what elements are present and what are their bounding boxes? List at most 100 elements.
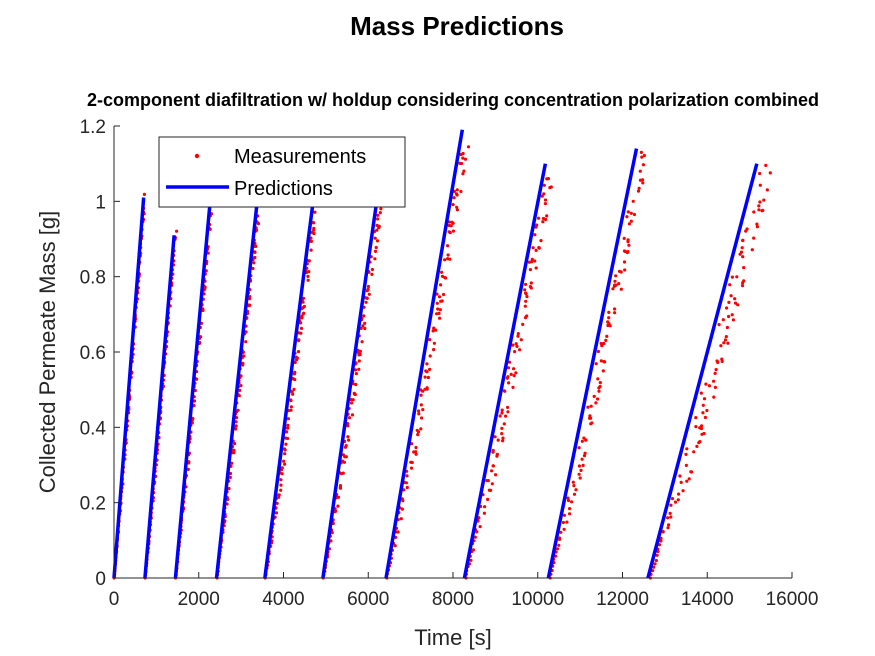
measurement-point (594, 362, 598, 366)
measurement-point (186, 467, 190, 471)
measurement-point (619, 287, 623, 291)
measurement-point (641, 163, 646, 167)
measurement-point (617, 269, 622, 273)
measurement-point (524, 299, 528, 303)
measurement-point (425, 370, 429, 374)
measurement-point (656, 549, 660, 554)
measurement-point (758, 183, 762, 187)
measurement-point (232, 448, 236, 452)
measurement-point (717, 323, 721, 327)
measurement-point (434, 328, 438, 332)
measurement-point (758, 200, 762, 204)
measurement-point (721, 318, 725, 322)
measurement-point (632, 212, 637, 217)
measurement-point (357, 353, 361, 357)
legend[interactable]: Measurements Predictions (158, 136, 406, 208)
measurement-point (685, 447, 689, 451)
measurement-point (234, 420, 238, 424)
measurement-point (545, 214, 549, 218)
measurement-point (555, 547, 560, 551)
measurement-point (735, 275, 739, 279)
measurement-point (405, 474, 409, 478)
measurement-point (542, 183, 546, 187)
measurement-point (704, 382, 708, 386)
measurement-point (638, 178, 643, 182)
measurement-point (436, 307, 440, 311)
measurement-point (666, 516, 670, 520)
measurement-point (302, 311, 306, 315)
measurement-point (622, 249, 627, 253)
measurement-point (577, 464, 582, 468)
measurement-point (605, 334, 609, 338)
measurement-point (505, 376, 509, 380)
measurement-point (486, 479, 490, 483)
measurement-point (414, 445, 418, 450)
measurement-point (228, 471, 233, 476)
measurement-point (681, 489, 685, 493)
measurement-point (393, 544, 397, 548)
measurement-point (764, 163, 768, 167)
measurement-point (491, 450, 495, 454)
x-tick-label: 4000 (262, 589, 304, 610)
measurement-point (506, 410, 510, 414)
measurement-point (440, 274, 445, 278)
measurement-point (611, 287, 615, 291)
measurement-point (533, 259, 537, 263)
measurement-point (590, 421, 594, 425)
measurement-point (757, 208, 761, 212)
measurement-point (666, 526, 670, 530)
measurement-point (511, 367, 516, 371)
measurement-point (432, 341, 436, 345)
measurement-point (667, 523, 671, 527)
measurement-point (626, 238, 630, 242)
measurement-point (684, 463, 689, 467)
measurement-point (364, 300, 368, 304)
measurement-point (523, 304, 527, 308)
measurement-point (435, 301, 439, 305)
measurement-point (313, 210, 317, 214)
measurement-point (500, 408, 504, 412)
measurement-point (640, 155, 644, 159)
measurement-point (367, 292, 371, 296)
prediction-line (143, 235, 176, 579)
measurement-point (524, 282, 528, 286)
y-tick-label: 0.2 (80, 494, 106, 515)
measurement-point (478, 525, 482, 529)
measurement-point (596, 349, 601, 354)
measurement-point (504, 414, 508, 418)
measurement-point (410, 460, 414, 465)
measurement-point (192, 403, 196, 408)
measurement-point (511, 385, 515, 389)
x-tick-label: 14000 (681, 589, 734, 610)
measurement-point (557, 536, 562, 540)
measurement-point (307, 270, 311, 274)
measurement-point (289, 405, 293, 409)
measurement-point (405, 485, 409, 490)
measurement-point (438, 308, 442, 312)
measurement-point (652, 565, 656, 569)
measurement-point (539, 239, 543, 243)
measurement-point (548, 186, 552, 190)
measurement-point (242, 354, 246, 358)
measurement-point (579, 468, 583, 472)
measurement-point (452, 196, 456, 200)
measurement-point (431, 329, 435, 333)
measurement-point (370, 272, 374, 276)
measurement-point (752, 236, 756, 240)
measurement-point (295, 356, 299, 360)
measurement-point (417, 412, 421, 416)
measurement-point (451, 229, 455, 233)
measurement-point (375, 228, 379, 232)
measurement-point (286, 423, 290, 427)
measurement-point (603, 360, 607, 364)
measurement-point (740, 284, 745, 288)
measurement-point (493, 435, 497, 439)
measurement-point (582, 454, 587, 458)
measurement-point (306, 274, 310, 278)
measurement-point (543, 202, 548, 206)
measurement-point (757, 204, 761, 208)
y-tick-label: 0.4 (80, 418, 107, 439)
measurement-point (440, 299, 444, 303)
measurement-point (307, 259, 311, 263)
measurement-point (458, 161, 462, 165)
